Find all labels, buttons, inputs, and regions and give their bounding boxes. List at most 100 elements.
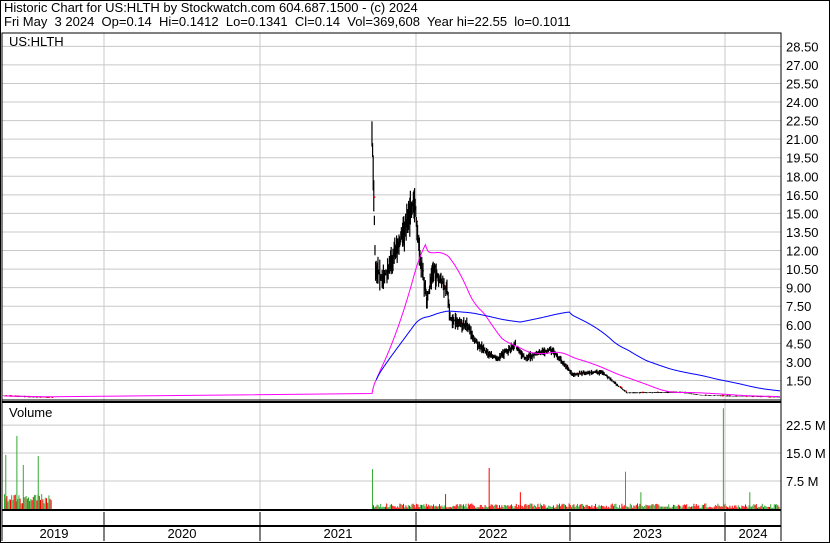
volume-bar [722, 408, 724, 509]
volume-bar [400, 504, 402, 509]
volume-bar [563, 504, 565, 509]
volume-bar [700, 507, 702, 509]
volume-bar [742, 506, 744, 509]
volume-bar [44, 497, 46, 509]
volume-bar [449, 506, 451, 509]
volume-bar [535, 506, 536, 509]
volume-bar [514, 505, 516, 509]
volume-bar [593, 506, 595, 509]
volume-bar [488, 467, 490, 509]
volume-bar [431, 506, 433, 509]
volume-tick-label: 7.5 M [786, 474, 819, 489]
volume-bar [772, 507, 774, 509]
volume-bar [479, 504, 481, 509]
volume-bar [6, 496, 8, 509]
volume-bar [36, 500, 38, 509]
volume-bar [747, 507, 749, 509]
volume-bar [429, 506, 431, 509]
volume-bar [611, 503, 613, 509]
volume-bar [777, 505, 779, 509]
volume-bar [464, 506, 466, 509]
volume-bar [710, 506, 712, 509]
volume-bar [677, 504, 679, 509]
volume-bar [41, 494, 43, 509]
price-bar-close [373, 196, 376, 198]
volume-bar [675, 506, 677, 509]
volume-bar [629, 503, 631, 509]
volume-bar [721, 506, 722, 509]
volume-bar [652, 504, 654, 509]
volume-bar [511, 504, 512, 509]
volume-bar [473, 505, 475, 509]
volume-bar [451, 507, 452, 509]
volume-bar [509, 505, 511, 509]
volume-bar [461, 505, 463, 509]
volume-bar [724, 503, 726, 509]
volume-bar [751, 506, 752, 509]
volume-bar [439, 504, 440, 509]
volume-bar [28, 497, 29, 509]
price-tick-label: 25.50 [786, 76, 819, 91]
volume-bar [665, 506, 667, 509]
volume-bar [631, 505, 632, 509]
volume-bar [763, 507, 764, 509]
price-tick-label: 13.50 [786, 225, 819, 240]
volume-bar [556, 504, 558, 509]
volume-bar [595, 503, 596, 509]
volume-bar [717, 503, 719, 509]
price-tick-label: 22.50 [786, 114, 819, 129]
volume-bar [592, 507, 594, 509]
volume-bar [626, 506, 628, 509]
volume-bar [712, 507, 714, 509]
volume-bar [530, 503, 532, 509]
volume-bar [638, 506, 640, 509]
volume-bar [749, 492, 751, 509]
volume-bar [395, 507, 397, 509]
volume-bar [541, 505, 542, 509]
volume-bar [471, 503, 473, 509]
volume-bar [475, 507, 476, 509]
volume-bar [524, 504, 526, 509]
volume-bar [647, 505, 649, 509]
volume-bar [24, 497, 26, 509]
volume-bar [482, 506, 484, 509]
volume-bar [657, 504, 659, 509]
volume-bar [32, 496, 34, 509]
volume-bar [12, 499, 14, 509]
volume-bar [628, 507, 630, 509]
volume-bar [775, 504, 776, 509]
volume-bar [555, 507, 557, 509]
volume-bar [610, 504, 612, 509]
volume-bar [543, 503, 545, 509]
year-label: 2021 [324, 526, 353, 541]
price-tick-label: 10.50 [786, 262, 819, 277]
volume-bar [655, 504, 656, 509]
volume-bar [454, 506, 456, 509]
volume-bar [526, 505, 528, 509]
volume-bar [557, 505, 559, 509]
volume-bar [699, 507, 701, 509]
volume-bar [572, 505, 574, 509]
volume-bar [584, 506, 586, 509]
volume-bar [758, 507, 760, 509]
volume-bar [766, 507, 768, 509]
volume-bar [567, 507, 569, 509]
volume-bar [653, 505, 655, 509]
volume-bar [581, 503, 583, 509]
symbol-label: US:HLTH [9, 34, 64, 49]
volume-bar [7, 501, 9, 509]
price-bar-close [575, 372, 577, 375]
volume-bar [688, 506, 690, 509]
volume-bar [748, 505, 750, 509]
volume-bar [585, 504, 587, 509]
volume-bar [548, 505, 550, 509]
volume-bar [635, 504, 637, 509]
volume-bar [639, 503, 641, 509]
volume-bar [645, 504, 647, 509]
volume-bar [403, 503, 404, 509]
volume-bar [596, 507, 598, 509]
volume-bar [591, 505, 593, 509]
volume-bar [759, 507, 761, 509]
volume-bar [407, 504, 409, 509]
